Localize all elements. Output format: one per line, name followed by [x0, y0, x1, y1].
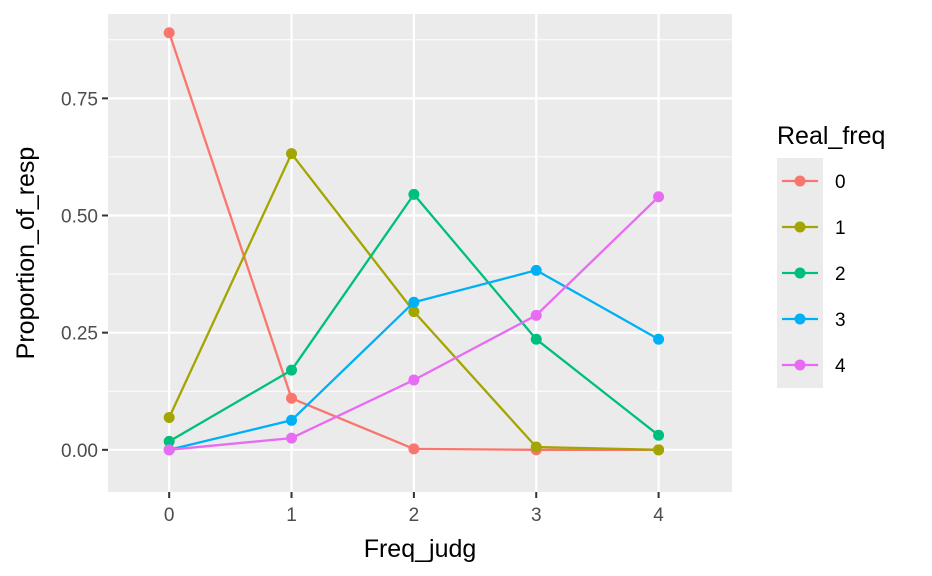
- series-point-3: [408, 296, 420, 308]
- series-point-0: [286, 392, 298, 404]
- legend-key-point: [794, 359, 806, 371]
- axes-layer: 0.00 0.25 0.50 0.75 0 1 2 3 4: [61, 89, 664, 526]
- series-point-4: [286, 432, 298, 444]
- series-point-0: [163, 27, 175, 39]
- series-point-4: [163, 444, 175, 456]
- minor-gridlines: [108, 39, 732, 392]
- legend-label: 1: [835, 218, 846, 239]
- series-point-4: [653, 191, 665, 203]
- legend-label: 0: [835, 172, 846, 193]
- series-point-1: [286, 148, 298, 160]
- series-point-1: [653, 444, 665, 456]
- legend-label: 3: [835, 310, 846, 331]
- series-point-2: [408, 188, 420, 200]
- major-gridlines: [108, 14, 732, 492]
- series-point-4: [408, 374, 420, 386]
- series-point-1: [530, 441, 542, 453]
- x-tick-label: 3: [531, 505, 542, 526]
- x-tick-label: 2: [409, 505, 420, 526]
- legend-title: Real_freq: [777, 122, 885, 150]
- series-point-3: [530, 264, 542, 276]
- series-point-0: [408, 443, 420, 455]
- y-axis-title: Proportion_of_resp: [12, 147, 40, 360]
- series-point-4: [530, 309, 542, 321]
- series-layer: [163, 27, 665, 456]
- legend-label: 2: [835, 264, 846, 285]
- series-point-1: [163, 411, 175, 423]
- series-point-2: [653, 429, 665, 441]
- series-point-1: [408, 306, 420, 318]
- y-tick-label: 0.00: [61, 441, 98, 462]
- x-tick-label: 1: [286, 505, 297, 526]
- y-tick-label: 0.25: [61, 324, 98, 345]
- series-point-2: [286, 364, 298, 376]
- legend-key-point: [794, 221, 806, 233]
- series-point-2: [163, 435, 175, 447]
- y-tick-label: 0.50: [61, 207, 98, 228]
- legend-key-point: [794, 267, 806, 279]
- legend: Real_freq 0 1 2 3 4: [777, 122, 885, 388]
- series-point-3: [286, 414, 298, 426]
- x-axis-title: Freq_judg: [364, 535, 477, 563]
- legend-key-point: [794, 313, 806, 325]
- x-tick-label: 0: [164, 505, 175, 526]
- x-tick-label: 4: [653, 505, 664, 526]
- series-point-3: [653, 333, 665, 345]
- series-point-2: [530, 333, 542, 345]
- legend-key-point: [794, 175, 806, 187]
- legend-label: 4: [835, 356, 846, 377]
- y-tick-label: 0.75: [61, 89, 98, 110]
